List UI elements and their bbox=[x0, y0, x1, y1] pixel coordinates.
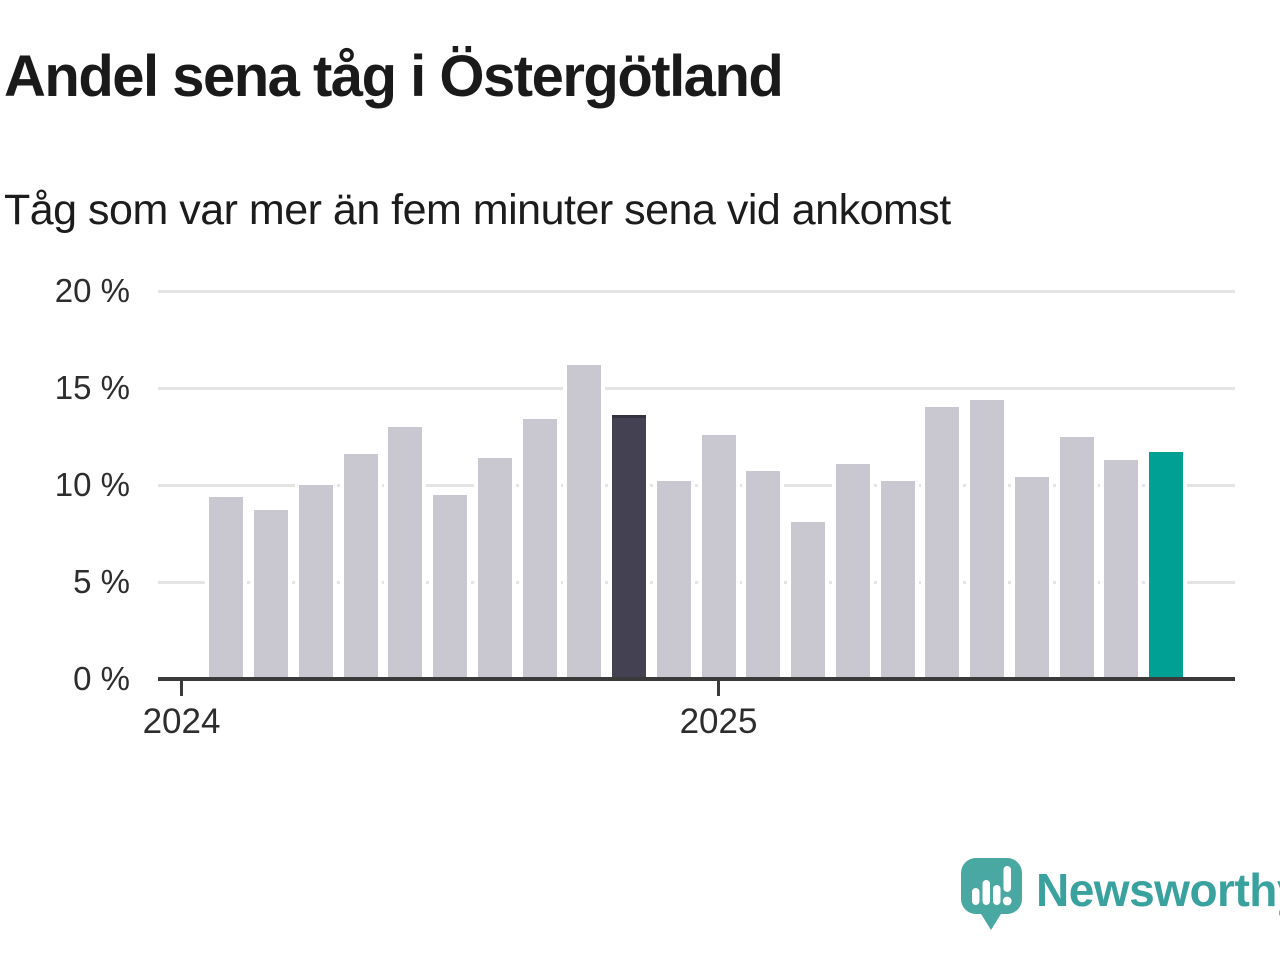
newsworthy-wordmark: Newsworthy bbox=[1036, 864, 1280, 916]
bar-2024-07 bbox=[433, 494, 467, 679]
bar-2024-03 bbox=[254, 510, 288, 679]
bar-2025-06 bbox=[925, 407, 960, 679]
y-axis-tick-label: 15 % bbox=[54, 369, 130, 406]
gridline-5 bbox=[158, 580, 1235, 584]
bar-2025-07 bbox=[970, 399, 1004, 679]
x-axis-line bbox=[158, 677, 1235, 681]
x-axis-tick bbox=[180, 681, 183, 696]
bar-2024-12 bbox=[656, 481, 691, 679]
newsworthy-logo-icon bbox=[960, 857, 1024, 931]
bar-2025-01 bbox=[701, 434, 736, 679]
bar-2024-02 bbox=[209, 496, 244, 679]
bar-2024-08 bbox=[477, 457, 512, 679]
brand-footer: Newsworthy bbox=[960, 857, 1280, 931]
bar-2025-10 bbox=[1104, 459, 1139, 679]
gridline-15 bbox=[158, 386, 1235, 390]
bar-2024-11 bbox=[612, 415, 646, 679]
y-axis-tick-label: 0 % bbox=[73, 660, 130, 697]
bar-2024-04 bbox=[298, 485, 333, 679]
bar-2024-05 bbox=[343, 453, 378, 679]
x-axis-tick bbox=[717, 681, 720, 696]
bar-2025-03 bbox=[791, 521, 825, 679]
chart-title: Andel sena tåg i Östergötland bbox=[4, 44, 784, 109]
y-axis-tick-label: 5 % bbox=[73, 563, 130, 600]
x-axis-tick-label: 2024 bbox=[142, 702, 221, 741]
y-axis-tick-label: 20 % bbox=[54, 272, 130, 309]
bar-2024-09 bbox=[522, 419, 557, 679]
bar-2025-09 bbox=[1059, 436, 1094, 679]
bar-2024-06 bbox=[388, 426, 423, 679]
bar-2024-10 bbox=[567, 364, 602, 679]
gridline-10 bbox=[158, 483, 1235, 487]
bar-2025-02 bbox=[746, 471, 781, 679]
bar-2025-05 bbox=[880, 481, 915, 679]
bar-2025-08 bbox=[1014, 477, 1049, 679]
y-axis-tick-label: 10 % bbox=[54, 466, 130, 503]
gridline-20 bbox=[158, 289, 1235, 293]
chart-subtitle: Tåg som var mer än fem minuter sena vid … bbox=[4, 186, 951, 234]
bar-2025-04 bbox=[835, 463, 870, 679]
x-axis-tick-label: 2025 bbox=[679, 702, 758, 741]
bar-2025-11 bbox=[1149, 452, 1183, 679]
